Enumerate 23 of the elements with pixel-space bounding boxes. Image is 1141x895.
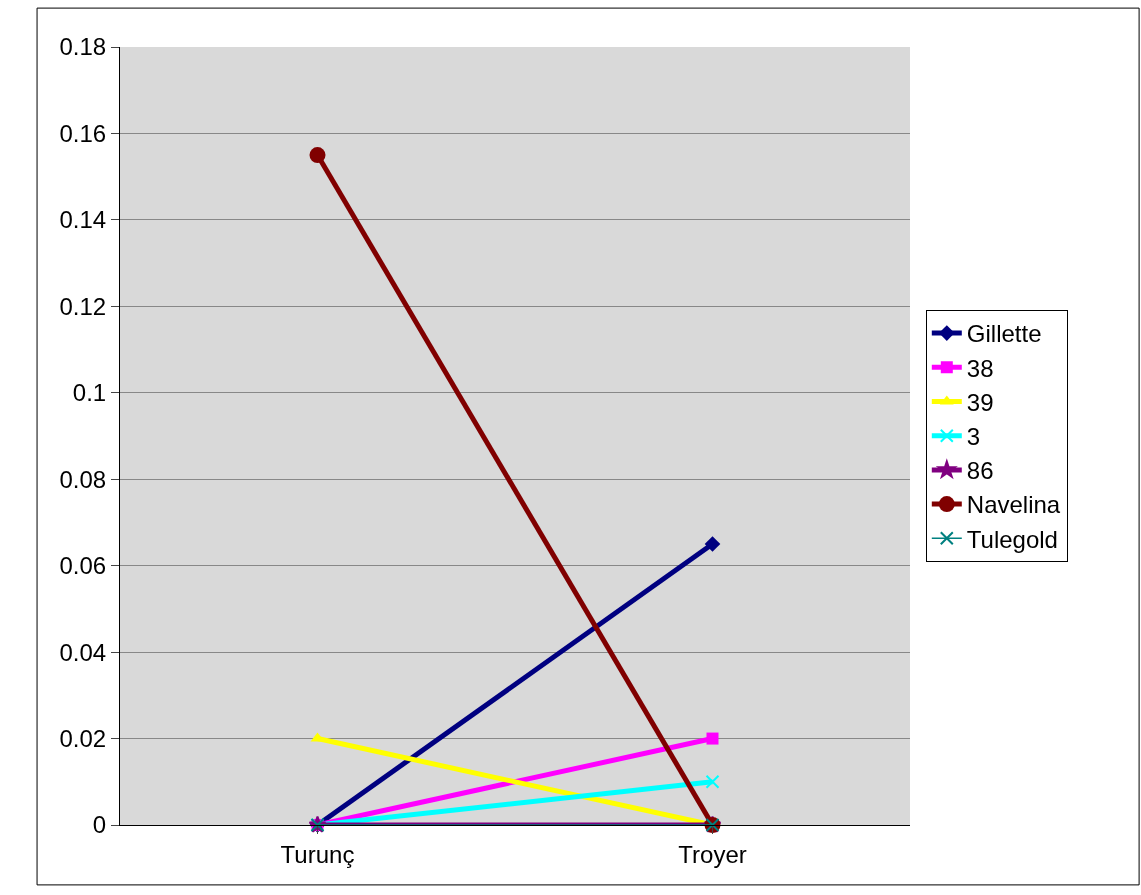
legend-label: Gillette: [966, 320, 1042, 348]
y-tick-label: 0.1: [72, 379, 107, 407]
y-tick-label: 0: [92, 811, 107, 839]
point: [705, 774, 720, 789]
y-tick-label: 0.12: [59, 292, 107, 320]
y-tick-label: 0.16: [59, 119, 107, 147]
y-tick-label: 0.02: [59, 724, 107, 752]
y-tick-label: 0.08: [59, 465, 107, 493]
legend-label: 38: [966, 354, 994, 382]
y-tick-label: 0.06: [59, 552, 107, 580]
y-tick-label: 0.04: [59, 638, 107, 666]
point: [309, 147, 326, 164]
legend-label: Tulegold: [966, 525, 1058, 553]
y-tick-label: 0.18: [59, 33, 107, 61]
point: [706, 732, 719, 745]
x-tick-label: Troyer: [678, 840, 747, 868]
legend-label: 86: [966, 457, 994, 485]
y-tick-label: 0.14: [59, 206, 107, 234]
legend-label: Navelina: [966, 491, 1061, 519]
point: [704, 536, 721, 552]
legend-label: 39: [966, 388, 994, 416]
x-tick-label: Turunç: [280, 840, 355, 868]
legend-label: 3: [966, 423, 981, 451]
